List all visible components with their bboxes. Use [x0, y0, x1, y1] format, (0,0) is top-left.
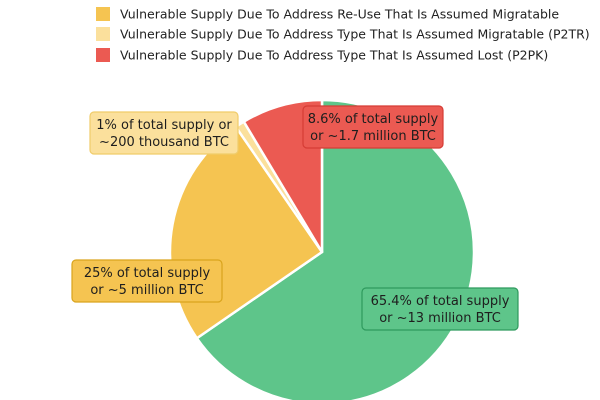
callout-label-3-0: 8.6% of total supply [308, 112, 439, 127]
callout-box-1 [71, 259, 223, 303]
callout-2: 1% of total supply or ~200 thousand BTC [89, 111, 239, 155]
legend-swatch-1 [96, 27, 110, 41]
callout-label-1-0: 25% of total supply [84, 266, 211, 281]
legend-label-0: Vulnerable Supply Due To Address Re-Use … [120, 7, 559, 22]
callout-box-0 [361, 287, 519, 331]
callout-label-3-1: or ~1.7 million BTC [310, 129, 436, 144]
legend-swatch-0 [96, 7, 110, 21]
callout-box-3 [302, 105, 444, 149]
callout-3: 8.6% of total supply or ~1.7 million BTC [302, 105, 444, 149]
callout-label-0-0: 65.4% of total supply [371, 294, 510, 309]
legend-swatch-2 [96, 48, 110, 62]
legend-label-2: Vulnerable Supply Due To Address Type Th… [120, 48, 548, 63]
legend: Vulnerable Supply Due To Address Re-Use … [96, 7, 590, 63]
callout-1: 25% of total supply or ~5 million BTC [71, 259, 223, 303]
callout-label-0-1: or ~13 million BTC [379, 311, 501, 326]
callouts: 65.4% of total supply or ~13 million BTC 2… [71, 105, 519, 331]
callout-0: 65.4% of total supply or ~13 million BTC [361, 287, 519, 331]
callout-label-1-1: or ~5 million BTC [90, 283, 203, 298]
legend-label-1: Vulnerable Supply Due To Address Type Th… [120, 27, 590, 42]
callout-label-2-0: 1% of total supply or [96, 118, 232, 133]
callout-label-2-1: ~200 thousand BTC [99, 135, 229, 150]
callout-box-2 [89, 111, 239, 155]
